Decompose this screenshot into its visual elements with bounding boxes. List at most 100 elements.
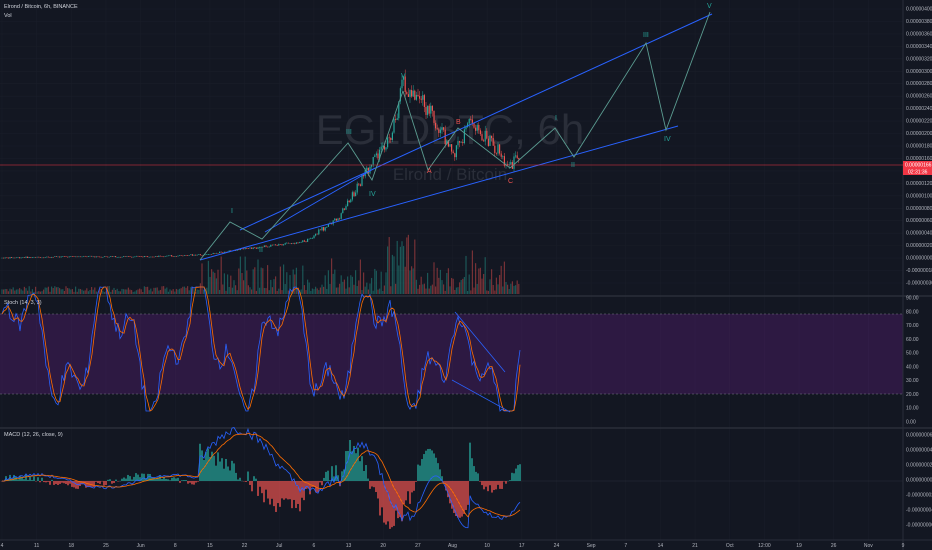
time-tick-label: Oct <box>726 543 734 549</box>
macd-hist-bar <box>49 481 51 485</box>
candle-body <box>169 255 171 256</box>
correction-wave-path[interactable] <box>402 90 511 171</box>
candle-body <box>287 242 289 244</box>
candle-body <box>443 127 445 130</box>
time-axis[interactable]: 4 11 18 25 Jun 8 15 22 Jul 6 13 20 27 Aug 10 17 24 Sep 7 14… <box>1 543 905 549</box>
volume-bar <box>511 281 513 294</box>
symbol-title[interactable]: Elrond / Bitcoin, 6h, BINANCE <box>4 4 78 10</box>
candle-body <box>503 156 505 166</box>
macd-axis[interactable]: 0.00000006 0.00000004 0.00000002 0.00000000… <box>906 433 932 529</box>
candle-body <box>79 256 81 258</box>
macd-hist-bar <box>321 481 323 486</box>
volume-label[interactable]: Vol <box>4 13 12 19</box>
price-tick-label: 0.00000300 <box>906 69 932 75</box>
volume-bars <box>1 234 520 294</box>
volume-bar <box>171 290 173 294</box>
candle-body <box>179 255 181 256</box>
candle-body <box>359 184 361 186</box>
candle-body <box>375 153 377 156</box>
volume-bar <box>403 246 405 294</box>
candle-body <box>129 256 131 257</box>
price-tick-label: 0.00000260 <box>906 94 932 100</box>
lower-trendline[interactable] <box>199 125 679 261</box>
candle-body <box>497 144 499 154</box>
candle-body <box>113 256 115 257</box>
volume-bar <box>339 283 341 294</box>
inner-trendline[interactable] <box>264 167 376 233</box>
time-tick-label: 25 <box>103 543 109 549</box>
volume-bar <box>188 290 190 294</box>
macd-hist-bar <box>485 481 487 487</box>
candle-body <box>241 248 243 250</box>
macd-hist-bar <box>99 481 101 484</box>
macd-hist-bar <box>65 481 67 484</box>
macd-hist-bar <box>401 481 403 522</box>
macd-hist-bar <box>181 480 183 481</box>
macd-hist-bar <box>435 457 437 481</box>
candle-body <box>199 254 201 256</box>
volume-bar <box>142 291 144 294</box>
volume-bar <box>308 282 310 294</box>
macd-tick-label: 0.00000006 <box>906 433 932 439</box>
stoch-tick-label: 20.00 <box>906 392 919 398</box>
candle-body <box>44 257 46 258</box>
volume-bar <box>303 285 305 294</box>
candle-body <box>92 256 94 258</box>
macd-label[interactable]: MACD (12, 26, close, 9) <box>4 432 63 438</box>
candle-body <box>55 256 57 257</box>
proj-label-1: I <box>555 115 557 122</box>
macd-hist-bar <box>341 471 343 481</box>
candle-body <box>420 98 422 100</box>
candle-body <box>441 127 443 130</box>
volume-bar <box>433 262 435 294</box>
macd-hist-bar <box>89 481 91 487</box>
volume-bar <box>206 287 208 294</box>
volume-bar <box>159 289 161 294</box>
candle-body <box>265 245 267 247</box>
volume-bar <box>108 286 110 294</box>
macd-hist-bar <box>513 473 515 481</box>
volume-bar <box>476 283 478 294</box>
macd-hist-bar <box>31 480 33 481</box>
volume-bar <box>166 287 168 294</box>
candle-body <box>395 119 397 120</box>
stoch-label[interactable]: Stoch (14, 3, 3) <box>4 300 42 306</box>
candle-body <box>62 256 64 257</box>
volume-bar <box>163 286 165 294</box>
candle-body <box>459 141 461 143</box>
macd-hist-bar <box>115 479 117 481</box>
time-tick-label: 6 <box>312 543 315 549</box>
volume-bar <box>283 264 285 294</box>
volume-bar <box>99 288 101 294</box>
candle-body <box>223 251 225 253</box>
volume-bar <box>383 285 385 294</box>
candle-body <box>222 252 224 253</box>
candle-body <box>478 124 480 131</box>
volume-bar <box>268 290 270 294</box>
stoch-axis[interactable]: 90.00 80.00 70.00 60.00 50.00 40.00 30.00 20.00… <box>906 296 919 426</box>
macd-hist-bar <box>175 478 177 481</box>
volume-bar <box>399 246 401 294</box>
candle-body <box>515 155 517 157</box>
volume-bar <box>123 289 125 294</box>
candle-body <box>502 156 504 157</box>
macd-hist-bar <box>327 470 329 481</box>
candle-body <box>470 119 472 120</box>
macd-hist-bar <box>73 481 75 488</box>
macd-hist-bar <box>189 481 191 483</box>
volume-bar <box>356 286 358 294</box>
volume-bar <box>203 289 205 294</box>
macd-hist-bar <box>197 481 199 482</box>
price-axis[interactable]: 0.00000400 0.00000380 0.00000360 0.00000340… <box>906 7 932 287</box>
candle-body <box>409 90 411 97</box>
candle-body <box>255 247 257 249</box>
candle-body <box>385 147 387 150</box>
upper-trendline[interactable] <box>239 13 713 231</box>
projection-wave-path[interactable] <box>509 11 711 169</box>
volume-bar <box>87 291 89 294</box>
macd-hist-bar <box>177 477 179 481</box>
volume-bar <box>355 270 357 294</box>
macd-hist-bar <box>227 466 229 481</box>
macd-hist-bar <box>483 481 485 490</box>
